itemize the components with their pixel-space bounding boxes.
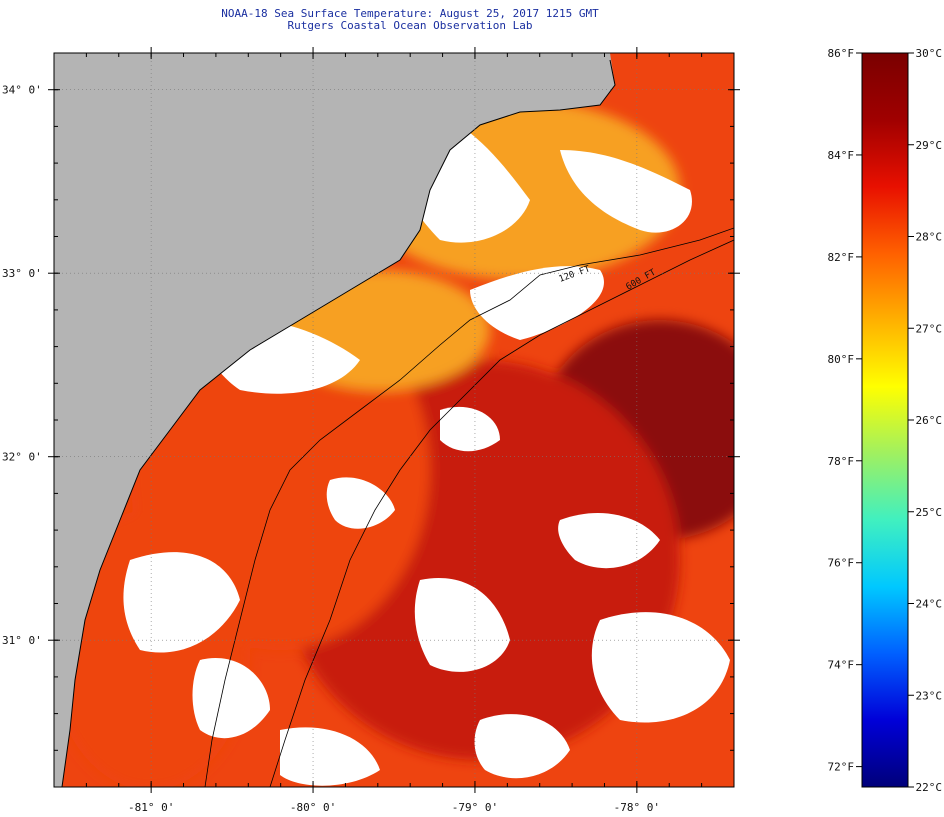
lat-tick-label: 34° 0' — [2, 84, 42, 97]
colorbar-c-label: 22°C — [916, 781, 943, 794]
colorbar-c-label: 30°C — [916, 47, 943, 60]
coastline — [61, 59, 616, 787]
colorbar — [861, 52, 909, 788]
map-subtitle: Rutgers Coastal Ocean Observation Lab — [287, 19, 533, 32]
lat-tick-label: 31° 0' — [2, 634, 42, 647]
colorbar-f-label: 82°F — [828, 251, 855, 264]
lon-tick-label: -81° 0' — [128, 801, 174, 814]
lon-tick-label: -78° 0' — [614, 801, 660, 814]
colorbar-f-label: 84°F — [828, 149, 855, 162]
colorbar-f-label: 72°F — [828, 761, 855, 774]
frame-ticks — [48, 47, 740, 793]
colorbar-c-label: 27°C — [916, 322, 943, 335]
lat-tick-label: 33° 0' — [2, 267, 42, 280]
land-mask — [54, 53, 615, 787]
lon-tick-label: -79° 0' — [452, 801, 498, 814]
colorbar-f-label: 74°F — [828, 659, 855, 672]
colorbar-f-label: 80°F — [828, 353, 855, 366]
cloud-mask — [57, 100, 730, 786]
lat-tick-label: 32° 0' — [2, 451, 42, 464]
colorbar-ticks: 30°C 29°C 28°C 27°C 26°C 25°C 24°C 23°C 22°C 86°F… — [828, 47, 943, 794]
plot-area — [54, 53, 734, 787]
colorbar-c-label: 28°C — [916, 231, 943, 244]
colorbar-c-label: 26°C — [916, 414, 943, 427]
lon-tick-label: -80° 0' — [290, 801, 336, 814]
map-title: NOAA-18 Sea Surface Temperature: August … — [221, 7, 599, 20]
colorbar-c-label: 29°C — [916, 139, 943, 152]
colorbar-c-label: 25°C — [916, 506, 943, 519]
axis-labels: 34° 0' 33° 0' 32° 0' 31° 0' -81° 0' -80° 0' -7… — [2, 84, 660, 814]
colorbar-f-label: 78°F — [828, 455, 855, 468]
graticule — [54, 53, 734, 787]
colorbar-f-label: 86°F — [828, 47, 855, 60]
contour-600ft — [269, 239, 734, 787]
colorbar-c-label: 24°C — [916, 598, 943, 611]
colorbar-f-label: 76°F — [828, 557, 855, 570]
contour-120ft — [204, 227, 734, 787]
colorbar-c-label: 23°C — [916, 689, 943, 702]
